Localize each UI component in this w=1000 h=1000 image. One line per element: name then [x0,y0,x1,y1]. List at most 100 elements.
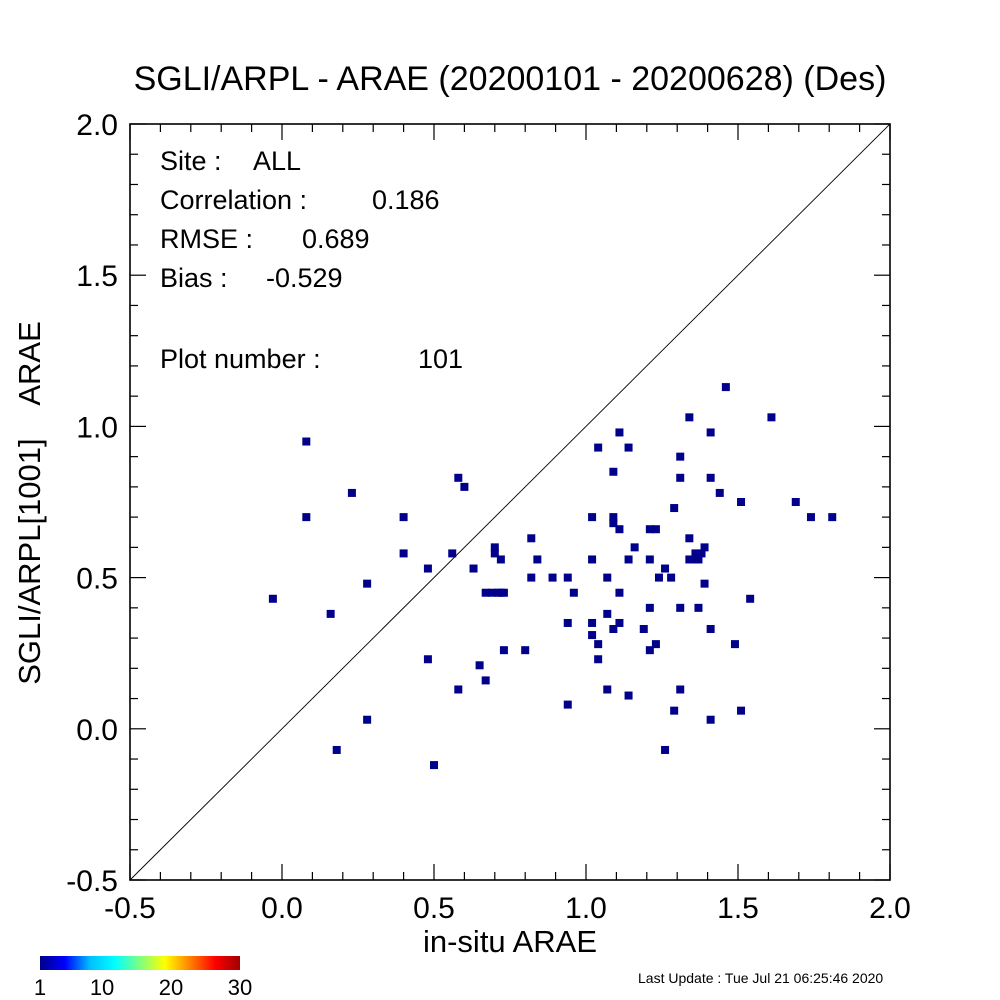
colorbar-tick-label: 30 [228,975,252,1000]
data-point [527,534,536,543]
data-point [496,588,505,597]
data-point [527,573,536,582]
data-point [609,513,618,522]
data-point [302,513,311,522]
data-point [533,555,542,564]
one-to-one-line [129,123,891,881]
colorbar-ticks: 1 10 20 30 [34,975,252,1000]
data-point [767,413,776,422]
data-point [676,473,685,482]
data-point [694,603,703,612]
data-point [490,543,499,552]
data-point [563,700,572,709]
stat-rmse-label: RMSE : [160,224,253,254]
colorbar-tick-label: 20 [159,975,183,1000]
data-point [694,555,703,564]
data-point [639,625,648,634]
data-point [490,549,499,558]
colorbar-tick-label: 10 [90,975,114,1000]
data-point [654,573,663,582]
data-point [645,603,654,612]
last-update-text: Last Update : Tue Jul 21 06:25:46 2020 [638,970,883,986]
data-point [615,588,624,597]
stat-correlation-value: 0.186 [372,185,440,215]
data-point [430,761,438,770]
data-point [685,555,694,564]
data-point [521,646,530,655]
data-point [475,661,484,670]
data-point [332,745,341,754]
y-tick-label: 0.0 [76,714,118,747]
data-point [737,498,746,506]
data-point [469,564,478,573]
colorbar-tick-label: 1 [34,975,46,1000]
data-point [651,640,660,649]
data-point [609,467,618,476]
data-point [588,555,597,564]
data-point [670,706,679,715]
data-point [721,383,730,392]
data-point [700,543,709,552]
data-point [563,618,572,627]
data-point [603,609,612,618]
data-point [715,488,724,497]
data-point [268,594,277,603]
x-tick-label: 0.0 [261,892,303,925]
stat-bias-label: Bias : [160,263,228,293]
data-point [645,555,654,564]
data-point [828,513,837,522]
data-point [496,555,505,564]
data-point [706,473,715,482]
data-point [645,525,654,534]
data-point [594,640,603,649]
y-tick-label: -0.5 [66,865,118,898]
data-point [347,488,356,497]
data-point [548,573,557,582]
stat-correlation-label: Correlation : [160,185,307,215]
data-point [302,437,311,446]
data-point [603,573,612,582]
data-point [460,482,469,491]
data-point [569,588,578,597]
data-point [697,549,706,558]
colorbar: 1 10 20 30 [34,956,252,1000]
data-point [746,594,755,603]
data-point [615,428,624,437]
y-axis-label: SGLI/ARPL[1001] ARAE [12,321,47,685]
data-point [363,715,372,724]
data-point [563,573,572,582]
stat-rmse-value: 0.689 [302,224,370,254]
data-point [624,691,633,700]
x-tick-label: -0.5 [104,892,156,925]
data-point [685,534,694,543]
data-point [806,513,815,522]
data-point [615,525,624,534]
data-point [670,504,679,513]
stat-site-value: ALL [253,146,301,176]
data-point [594,443,603,452]
data-point [791,498,800,506]
x-axis-ticks: -0.5 0.0 0.5 1.0 1.5 2.0 [104,124,911,925]
data-point [481,676,490,685]
plot-border [129,123,891,881]
stat-bias-value: -0.529 [266,263,343,293]
data-point [615,618,624,627]
data-points [268,383,837,770]
data-point [326,609,335,618]
colorbar-bar [40,956,240,970]
data-point [487,588,496,597]
data-point [737,706,746,715]
data-point [499,646,508,655]
data-point [676,452,685,461]
stat-site-label: Site : [160,146,222,176]
data-point [588,631,597,640]
data-point [363,579,372,588]
data-point [624,555,633,564]
data-point [481,588,490,597]
data-point [454,685,463,694]
data-point [588,618,597,627]
data-point [609,625,618,634]
data-point [399,513,408,522]
data-point [706,625,715,634]
